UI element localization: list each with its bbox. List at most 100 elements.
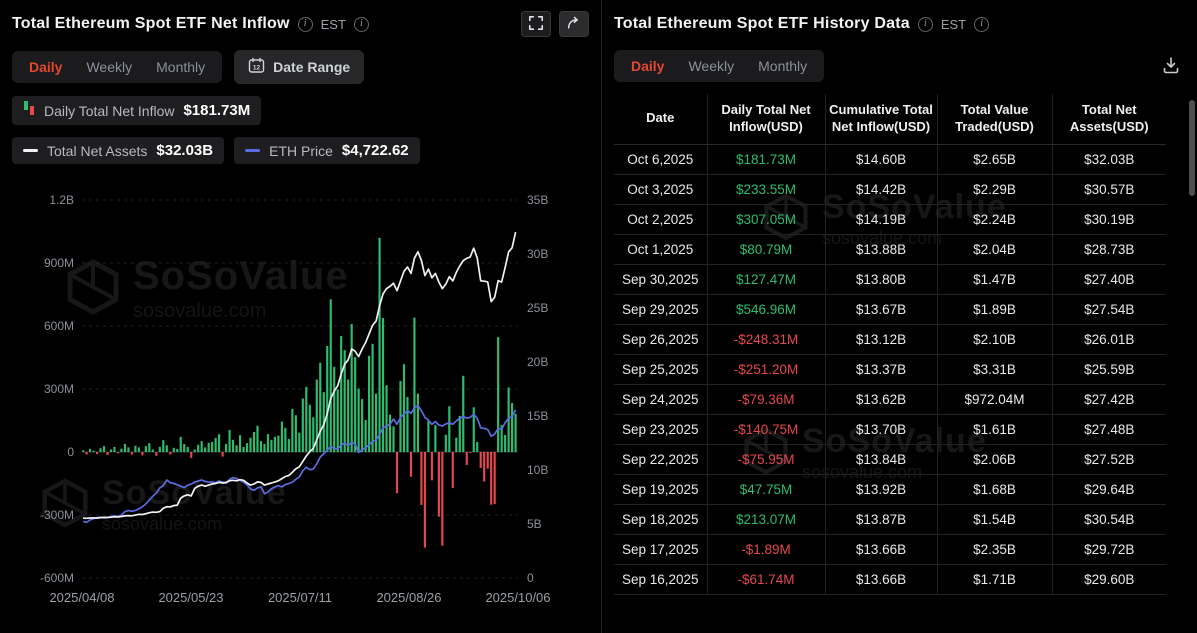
- cell-value-traded: $1.47B: [937, 264, 1053, 295]
- history-table-wrap: SoSoValue sosovalue.com SoSoValue sosova…: [614, 94, 1183, 595]
- cell-net-assets: $26.01B: [1052, 324, 1166, 355]
- fullscreen-button[interactable]: [521, 11, 551, 37]
- svg-text:35B: 35B: [527, 193, 548, 207]
- info-icon[interactable]: i: [974, 16, 990, 32]
- cell-daily-inflow: $233.55M: [707, 174, 826, 205]
- calendar-icon: 12: [248, 57, 265, 77]
- svg-text:25B: 25B: [527, 301, 548, 315]
- tab-daily[interactable]: Daily: [20, 55, 71, 79]
- cell-cumulative-inflow: $14.42B: [825, 174, 938, 205]
- cell-value-traded: $2.04B: [937, 234, 1053, 265]
- cell-daily-inflow: -$248.31M: [707, 324, 826, 355]
- timezone-label: EST: [940, 16, 967, 32]
- cell-date: Sep 30,2025: [614, 264, 708, 295]
- cell-cumulative-inflow: $14.60B: [825, 144, 938, 175]
- svg-text:30B: 30B: [527, 247, 548, 261]
- table-row: Sep 19,2025 $47.75M $13.92B $1.68B $29.64B: [614, 474, 1166, 505]
- cell-value-traded: $1.68B: [937, 474, 1053, 505]
- date-range-button[interactable]: 12 Date Range: [234, 50, 365, 84]
- table-row: Oct 6,2025 $181.73M $14.60B $2.65B $32.03B: [614, 144, 1166, 175]
- cell-value-traded: $2.29B: [937, 174, 1053, 205]
- svg-text:2025/07/11: 2025/07/11: [268, 590, 332, 605]
- cell-daily-inflow: -$61.74M: [707, 564, 826, 595]
- cell-date: Sep 26,2025: [614, 324, 708, 355]
- combo-chart-svg[interactable]: 1.2B 900M 600M 300M 0 -300M -600M 35B 30B 25B 20B 1…: [12, 188, 587, 608]
- table-row: Sep 22,2025 -$75.95M $13.84B $2.06B $27.52B: [614, 444, 1166, 475]
- page-title: Total Ethereum Spot ETF Net Inflow: [12, 15, 290, 32]
- svg-text:600M: 600M: [44, 319, 74, 333]
- cell-daily-inflow: -$251.20M: [707, 354, 826, 385]
- legend-eth-price[interactable]: ETH Price $4,722.62: [234, 137, 420, 164]
- svg-text:10B: 10B: [527, 463, 548, 477]
- cell-date: Sep 18,2025: [614, 504, 708, 535]
- chart-controls: Daily Weekly Monthly 12 Date Range: [12, 50, 589, 84]
- info-icon[interactable]: i: [297, 16, 313, 32]
- tab-daily[interactable]: Daily: [622, 54, 673, 78]
- history-header: Total Ethereum Spot ETF History Data i E…: [614, 10, 1183, 38]
- cell-daily-inflow: $546.96M: [707, 294, 826, 325]
- table-row: Sep 29,2025 $546.96M $13.67B $1.89B $27.54B: [614, 294, 1166, 325]
- legend-label: Total Net Assets: [47, 142, 148, 159]
- tab-monthly[interactable]: Monthly: [147, 55, 214, 79]
- cell-net-assets: $30.57B: [1052, 174, 1166, 205]
- table-row: Sep 16,2025 -$61.74M $13.66B $1.71B $29.60B: [614, 564, 1166, 595]
- legend-daily-inflow[interactable]: Daily Total Net Inflow $181.73M: [12, 96, 262, 125]
- info-icon[interactable]: i: [353, 16, 369, 32]
- eth-line-legend-icon: [245, 149, 261, 152]
- cell-value-traded: $1.71B: [937, 564, 1053, 595]
- legend-value: $181.73M: [183, 102, 251, 119]
- net-inflow-header: Total Ethereum Spot ETF Net Inflow i EST…: [12, 10, 589, 38]
- column-header: Total Value Traded(USD): [937, 94, 1053, 145]
- legend-total-net-assets[interactable]: Total Net Assets $32.03B: [12, 137, 225, 164]
- cell-date: Sep 23,2025: [614, 414, 708, 445]
- cell-date: Oct 1,2025: [614, 234, 708, 265]
- assets-line-legend-icon: [23, 149, 38, 152]
- svg-text:-600M: -600M: [40, 571, 74, 585]
- tab-weekly[interactable]: Weekly: [77, 55, 141, 79]
- table-row: Oct 1,2025 $80.79M $13.88B $2.04B $28.73B: [614, 234, 1166, 265]
- cell-value-traded: $1.61B: [937, 414, 1053, 445]
- table-row: Sep 17,2025 -$1.89M $13.66B $2.35B $29.72B: [614, 534, 1166, 565]
- cell-net-assets: $27.48B: [1052, 414, 1166, 445]
- share-button[interactable]: [559, 11, 589, 37]
- legend-value: $4,722.62: [341, 142, 409, 159]
- legend-row-1: Daily Total Net Inflow $181.73M: [12, 96, 589, 125]
- cell-cumulative-inflow: $13.88B: [825, 234, 938, 265]
- cell-daily-inflow: $127.47M: [707, 264, 826, 295]
- table-row: Oct 2,2025 $307.05M $14.19B $2.24B $30.19B: [614, 204, 1166, 235]
- table-row: Sep 23,2025 -$140.75M $13.70B $1.61B $27.48B: [614, 414, 1166, 445]
- cell-date: Sep 29,2025: [614, 294, 708, 325]
- svg-text:2025/08/26: 2025/08/26: [376, 590, 441, 605]
- svg-text:2025/05/23: 2025/05/23: [158, 590, 223, 605]
- table-scrollbar[interactable]: [1189, 100, 1195, 196]
- cell-value-traded: $972.04M: [937, 384, 1053, 415]
- tab-weekly[interactable]: Weekly: [679, 54, 743, 78]
- cell-net-assets: $32.03B: [1052, 144, 1166, 175]
- cell-value-traded: $2.35B: [937, 534, 1053, 565]
- cell-date: Sep 22,2025: [614, 444, 708, 475]
- share-icon: [566, 15, 582, 34]
- column-header: Total Net Assets(USD): [1052, 94, 1166, 145]
- cell-net-assets: $28.73B: [1052, 234, 1166, 265]
- cell-cumulative-inflow: $13.12B: [825, 324, 938, 355]
- net-inflow-chart[interactable]: SoSoValue sosovalue.com SoSoValue sosova…: [12, 188, 589, 608]
- table-row: Oct 3,2025 $233.55M $14.42B $2.29B $30.57B: [614, 174, 1166, 205]
- cell-cumulative-inflow: $14.19B: [825, 204, 938, 235]
- svg-text:1.2B: 1.2B: [49, 193, 74, 207]
- cell-cumulative-inflow: $13.92B: [825, 474, 938, 505]
- info-icon[interactable]: i: [917, 16, 933, 32]
- cell-net-assets: $27.52B: [1052, 444, 1166, 475]
- cell-net-assets: $30.19B: [1052, 204, 1166, 235]
- cell-value-traded: $2.24B: [937, 204, 1053, 235]
- cell-daily-inflow: $307.05M: [707, 204, 826, 235]
- download-button[interactable]: [1159, 53, 1183, 80]
- tab-monthly[interactable]: Monthly: [749, 54, 816, 78]
- table-row: Sep 18,2025 $213.07M $13.87B $1.54B $30.54B: [614, 504, 1166, 535]
- svg-text:20B: 20B: [527, 355, 548, 369]
- history-table-head: Date Daily Total Net Inflow(USD) Cumulativ…: [614, 94, 1166, 145]
- cell-date: Oct 6,2025: [614, 144, 708, 175]
- cell-date: Oct 2,2025: [614, 204, 708, 235]
- svg-text:900M: 900M: [44, 256, 74, 270]
- cell-net-assets: $27.42B: [1052, 384, 1166, 415]
